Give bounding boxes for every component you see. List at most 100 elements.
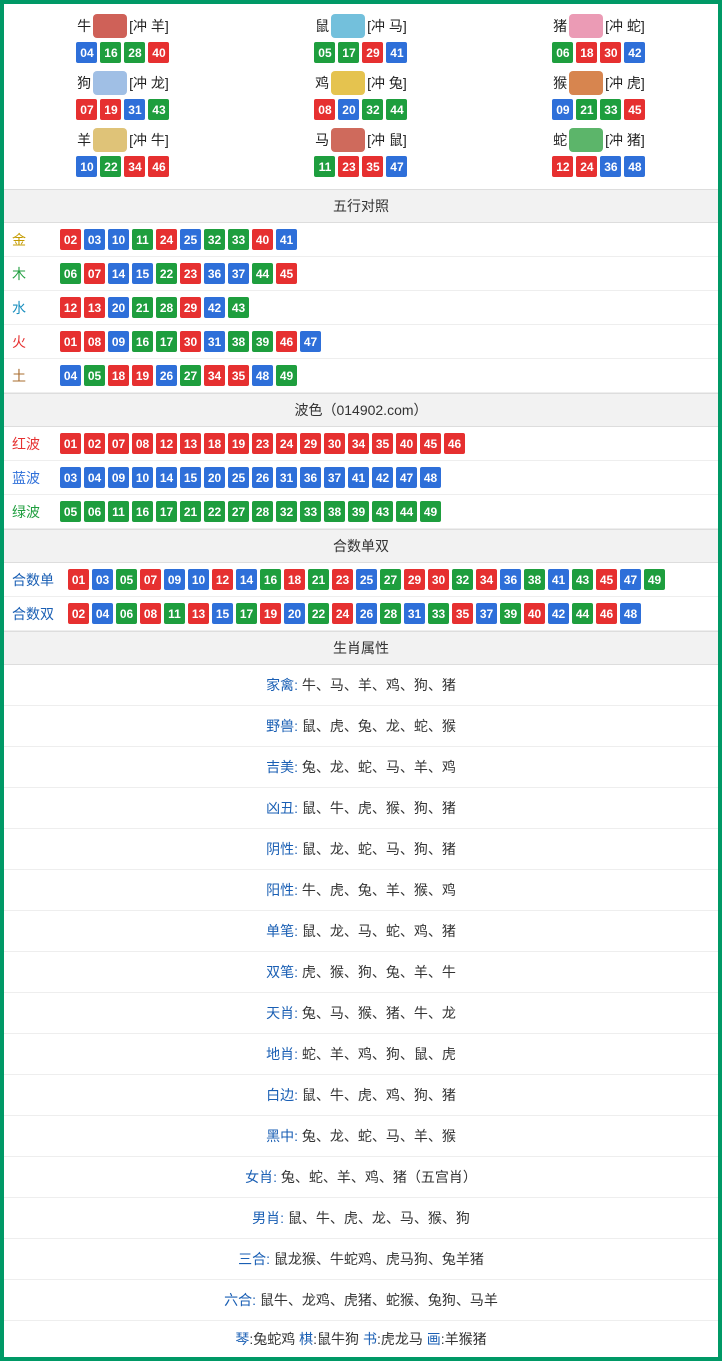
- number-cell: 17: [338, 42, 359, 63]
- number-cell: 47: [620, 569, 641, 590]
- attr-row: 吉美: 兔、龙、蛇、马、羊、鸡: [4, 747, 718, 788]
- number-cell: 36: [204, 263, 225, 284]
- number-cell: 02: [68, 603, 89, 624]
- number-cell: 45: [596, 569, 617, 590]
- zodiac-name: 鼠: [315, 16, 329, 36]
- number-cell: 39: [500, 603, 521, 624]
- zodiac-cell: 牛[冲 羊]04162840: [4, 10, 242, 67]
- number-cell: 29: [362, 42, 383, 63]
- number-cell: 10: [108, 229, 129, 250]
- row-label: 金: [12, 230, 60, 250]
- number-cell: 17: [236, 603, 257, 624]
- number-cell: 31: [204, 331, 225, 352]
- attr-value: 鼠、虎、兔、龙、蛇、猴: [302, 718, 456, 734]
- number-cell: 44: [396, 501, 417, 522]
- number-cell: 08: [140, 603, 161, 624]
- zodiac-icon: [331, 128, 365, 152]
- attr-label: 凶丑:: [266, 800, 302, 816]
- number-cell: 34: [348, 433, 369, 454]
- number-cell: 39: [348, 501, 369, 522]
- number-cell: 26: [156, 365, 177, 386]
- row-label: 合数双: [12, 604, 68, 624]
- number-cell: 38: [228, 331, 249, 352]
- number-cell: 45: [276, 263, 297, 284]
- number-cell: 21: [576, 99, 597, 120]
- attr-value: 鼠、牛、虎、鸡、狗、猪: [302, 1087, 456, 1103]
- number-cell: 23: [332, 569, 353, 590]
- number-cell: 12: [60, 297, 81, 318]
- number-cell: 19: [100, 99, 121, 120]
- number-cell: 27: [228, 501, 249, 522]
- number-cell: 31: [276, 467, 297, 488]
- number-cell: 19: [260, 603, 281, 624]
- number-cell: 11: [164, 603, 185, 624]
- attr-label: 地肖:: [266, 1046, 302, 1062]
- number-cell: 20: [284, 603, 305, 624]
- number-cell: 34: [124, 156, 145, 177]
- number-cell: 18: [284, 569, 305, 590]
- number-cell: 15: [180, 467, 201, 488]
- number-cell: 21: [308, 569, 329, 590]
- attr-row: 单笔: 鼠、龙、马、蛇、鸡、猪: [4, 911, 718, 952]
- zodiac-cell: 猴[冲 虎]09213345: [480, 67, 718, 124]
- zodiac-numbers: 05172941: [242, 42, 480, 63]
- number-cell: 43: [148, 99, 169, 120]
- zodiac-label: 鼠[冲 马]: [242, 14, 480, 38]
- attr-value: 兔、蛇、羊、鸡、猪（五宫肖）: [281, 1169, 477, 1185]
- number-cell: 22: [100, 156, 121, 177]
- number-cell: 29: [180, 297, 201, 318]
- zodiac-icon: [93, 71, 127, 95]
- number-cell: 33: [600, 99, 621, 120]
- number-cell: 43: [228, 297, 249, 318]
- attr-value: 鼠、龙、马、蛇、鸡、猪: [302, 923, 456, 939]
- attr-value: 兔、龙、蛇、马、羊、猴: [302, 1128, 456, 1144]
- row-label: 木: [12, 264, 60, 284]
- zodiac-cell: 蛇[冲 猪]12243648: [480, 124, 718, 181]
- zodiac-label: 牛[冲 羊]: [4, 14, 242, 38]
- number-cell: 06: [552, 42, 573, 63]
- number-cell: 34: [476, 569, 497, 590]
- number-cell: 37: [324, 467, 345, 488]
- number-cell: 02: [60, 229, 81, 250]
- attr-label: 双笔:: [266, 964, 302, 980]
- row-numbers: 0204060811131517192022242628313335373940…: [68, 603, 641, 624]
- number-cell: 16: [132, 501, 153, 522]
- attr-label: 天肖:: [266, 1005, 302, 1021]
- number-cell: 36: [300, 467, 321, 488]
- zodiac-numbers: 08203244: [242, 99, 480, 120]
- number-cell: 17: [156, 331, 177, 352]
- number-cell: 47: [300, 331, 321, 352]
- number-cell: 20: [338, 99, 359, 120]
- number-cell: 09: [108, 467, 129, 488]
- zodiac-cell: 鸡[冲 兔]08203244: [242, 67, 480, 124]
- number-cell: 05: [116, 569, 137, 590]
- number-cell: 05: [84, 365, 105, 386]
- number-cell: 07: [108, 433, 129, 454]
- number-cell: 48: [252, 365, 273, 386]
- zodiac-conflict: [冲 羊]: [129, 16, 169, 36]
- number-cell: 09: [108, 331, 129, 352]
- number-cell: 14: [236, 569, 257, 590]
- attr-row: 天肖: 兔、马、猴、猪、牛、龙: [4, 993, 718, 1034]
- attr-value: 牛、马、羊、鸡、狗、猪: [302, 677, 456, 693]
- final-row: 琴:兔蛇鸡 棋:鼠牛狗 书:虎龙马 画:羊猴猪: [4, 1321, 718, 1357]
- number-cell: 33: [428, 603, 449, 624]
- number-cell: 13: [180, 433, 201, 454]
- number-cell: 37: [228, 263, 249, 284]
- number-cell: 40: [396, 433, 417, 454]
- zodiac-numbers: 09213345: [480, 99, 718, 120]
- number-cell: 25: [356, 569, 377, 590]
- final-key: 画: [427, 1331, 441, 1347]
- final-key: 书: [363, 1331, 377, 1347]
- number-cell: 44: [252, 263, 273, 284]
- zodiac-name: 猪: [553, 16, 567, 36]
- number-cell: 46: [596, 603, 617, 624]
- data-row: 合数单0103050709101214161821232527293032343…: [4, 563, 718, 597]
- number-cell: 49: [276, 365, 297, 386]
- zodiac-label: 马[冲 鼠]: [242, 128, 480, 152]
- number-cell: 19: [132, 365, 153, 386]
- number-cell: 30: [428, 569, 449, 590]
- attr-row: 男肖: 鼠、牛、虎、龙、马、猴、狗: [4, 1198, 718, 1239]
- attr-label: 野兽:: [266, 718, 302, 734]
- number-cell: 23: [180, 263, 201, 284]
